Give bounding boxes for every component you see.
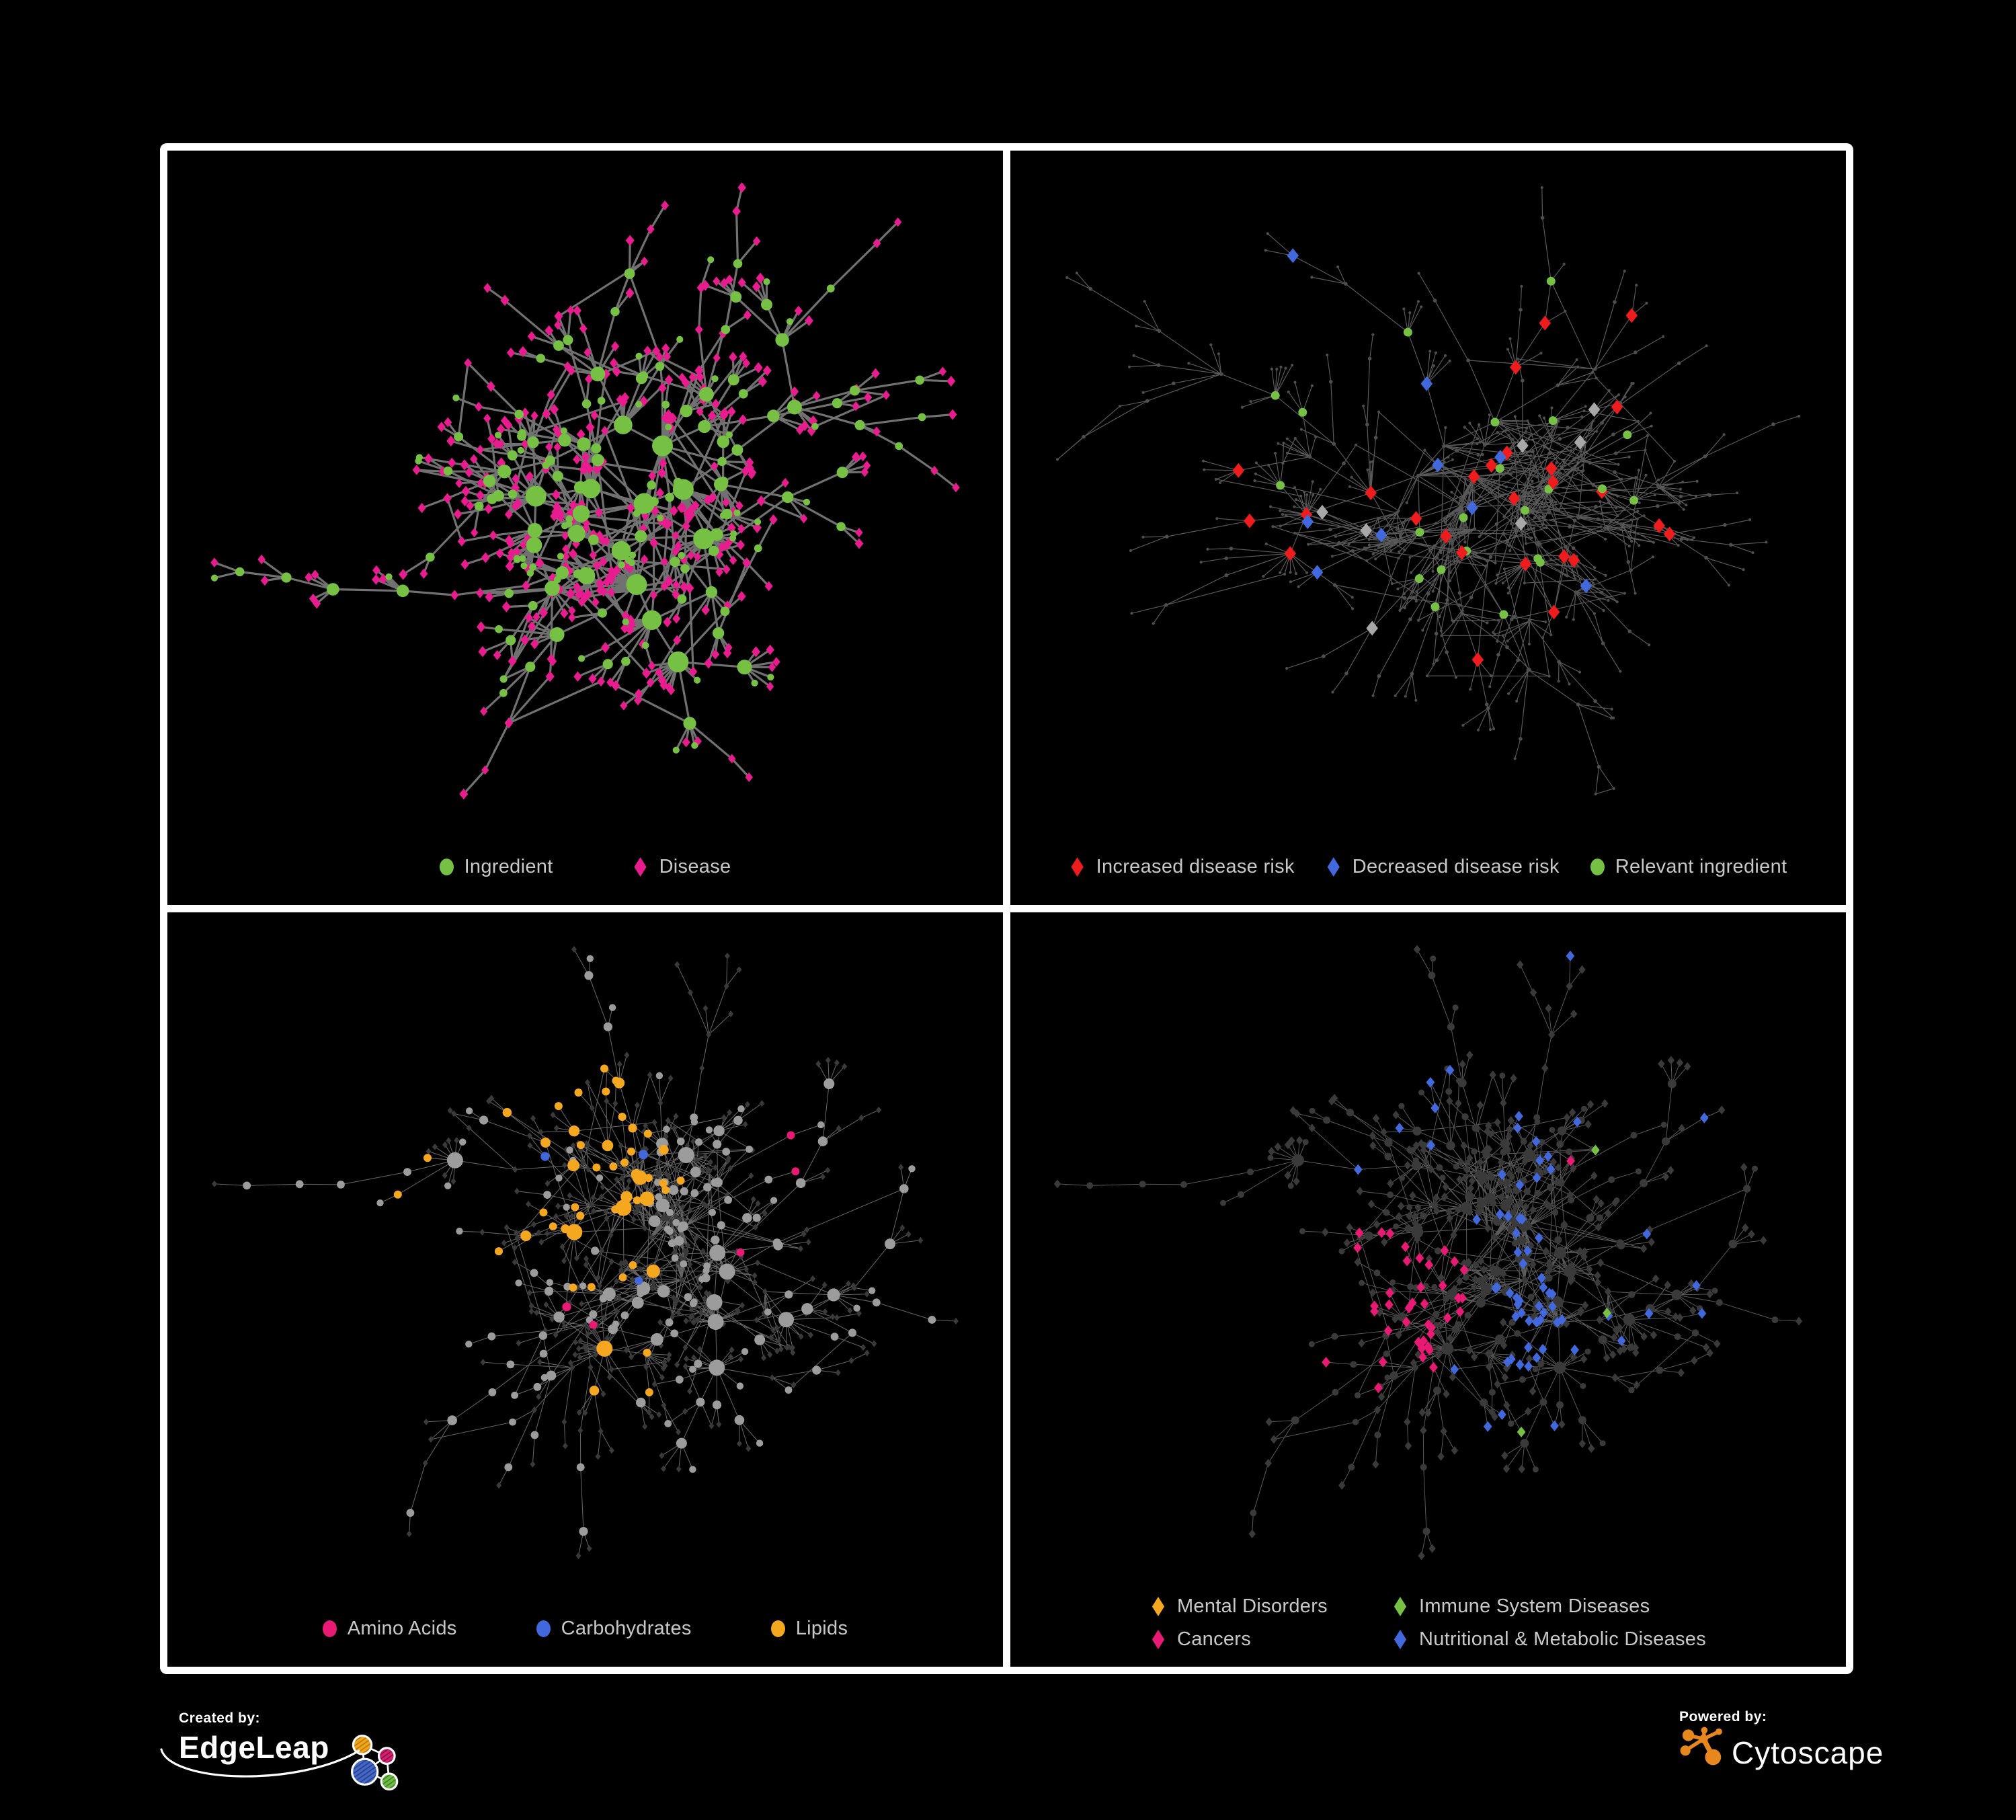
increased-risk-swatch-icon [1071, 857, 1084, 877]
legend-label: Cancers [1176, 1628, 1252, 1650]
legend-item-carbohydrates: Carbohydrates [536, 1618, 692, 1640]
legend-nutrient-classes: Amino Acids Carbohydrates Lipids [167, 1618, 1003, 1640]
cytoscape-credit: Powered by: Cytosc [1679, 1709, 1962, 1796]
legend-label: Decreased disease risk [1352, 856, 1560, 877]
powered-by-label: Powered by: [1679, 1709, 1767, 1725]
legend-disease-classes: Mental Disorders Immune System Diseases … [1010, 1595, 1846, 1651]
decreased-risk-swatch-icon [1327, 857, 1340, 877]
amino-acids-swatch-icon [322, 1620, 337, 1637]
created-by-label: Created by: [179, 1710, 261, 1726]
legend-label: Disease [659, 856, 731, 877]
immune-diseases-swatch-icon [1394, 1597, 1407, 1616]
cancers-swatch-icon [1152, 1630, 1165, 1649]
legend-item-disease: Disease [633, 856, 731, 878]
ingredient-swatch-icon [439, 859, 454, 875]
edgeleap-wordmark: EdgeLeap [179, 1730, 329, 1765]
legend-item-immune-system-diseases: Immune System Diseases [1392, 1595, 1706, 1618]
relevant-ingredient-swatch-icon [1590, 859, 1605, 875]
nutritional-metabolic-swatch-icon [1394, 1630, 1407, 1649]
legend-item-nutritional-metabolic-diseases: Nutritional & Metabolic Diseases [1392, 1628, 1706, 1651]
legend-item-amino-acids: Amino Acids [322, 1618, 457, 1640]
legend-item-cancers: Cancers [1150, 1628, 1372, 1651]
legend-label: Lipids [795, 1618, 848, 1639]
legend-label: Amino Acids [347, 1618, 457, 1639]
network-graph-disease-risk [1010, 151, 1846, 905]
panels-frame: Ingredient Disease Increased disease ris… [160, 143, 1853, 1674]
legend-label: Ingredient [464, 856, 553, 877]
cytoscape-wordmark: Cytoscape [1732, 1735, 1884, 1770]
legend-label: Mental Disorders [1176, 1595, 1328, 1617]
panel-disease-classes: Mental Disorders Immune System Diseases … [1010, 912, 1846, 1667]
legend-label: Carbohydrates [561, 1618, 692, 1639]
network-graph-ingredient-disease [167, 151, 1003, 905]
legend-label: Immune System Diseases [1418, 1595, 1650, 1617]
lipids-swatch-icon [770, 1620, 785, 1637]
legend-label: Relevant ingredient [1615, 856, 1787, 877]
network-graph-nutrient-classes [167, 912, 1003, 1667]
legend-item-increased-risk: Increased disease risk [1070, 856, 1295, 878]
edgeleap-logo-icon [350, 1735, 399, 1791]
legend-label: Nutritional & Metabolic Diseases [1418, 1628, 1707, 1650]
network-graph-disease-classes [1010, 912, 1846, 1667]
legend-label: Increased disease risk [1096, 856, 1295, 877]
panel-nutrient-classes: Amino Acids Carbohydrates Lipids [167, 912, 1003, 1667]
edgeleap-logo: EdgeLeap [179, 1728, 407, 1806]
mental-disorders-swatch-icon [1152, 1597, 1165, 1616]
legend-item-decreased-risk: Decreased disease risk [1326, 856, 1560, 878]
legend-ingredient-disease: Ingredient Disease [167, 856, 1003, 878]
legend-disease-risk: Increased disease risk Decreased disease… [1010, 856, 1846, 878]
edgeleap-credit: Created by: EdgeLeap [160, 1710, 407, 1811]
carbohydrates-swatch-icon [536, 1620, 551, 1637]
legend-item-lipids: Lipids [770, 1618, 848, 1640]
cytoscape-logo: Cytoscape [1679, 1727, 1962, 1779]
legend-item-ingredient: Ingredient [439, 856, 553, 878]
disease-swatch-icon [634, 857, 647, 877]
cytoscape-logo-icon [1680, 1727, 1722, 1766]
panel-disease-risk: Increased disease risk Decreased disease… [1010, 151, 1846, 905]
panel-ingredient-disease: Ingredient Disease [167, 151, 1003, 905]
legend-item-mental-disorders: Mental Disorders [1150, 1595, 1372, 1618]
legend-item-relevant-ingredient: Relevant ingredient [1590, 856, 1787, 878]
